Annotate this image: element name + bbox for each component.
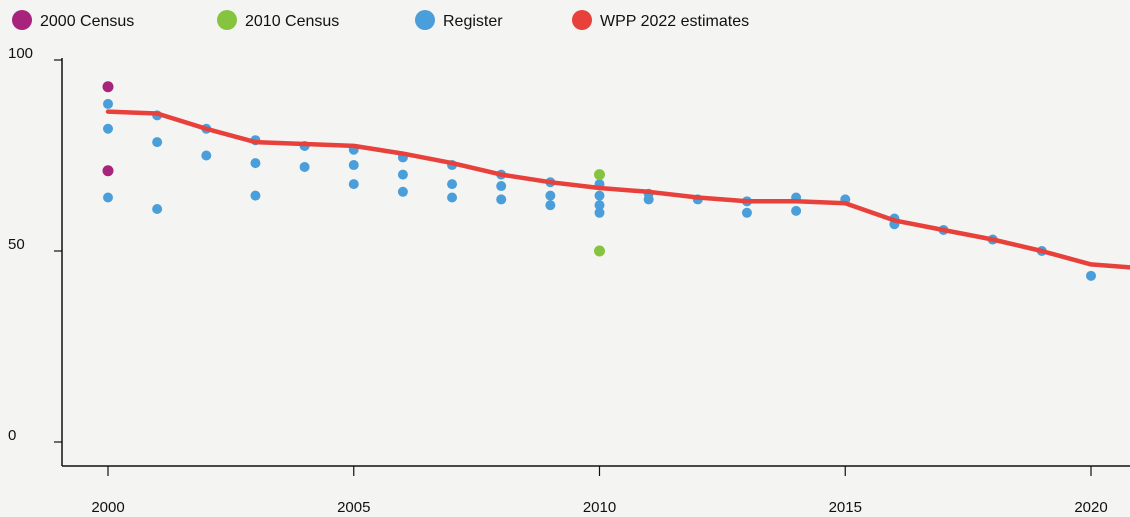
census-2010-point: [594, 169, 605, 181]
register-point: [348, 160, 359, 171]
legend-label: 2000 Census: [40, 13, 134, 30]
register-point: [103, 98, 113, 109]
register-point: [397, 186, 408, 197]
x-tick-label: 2020: [1074, 499, 1107, 516]
legend-label: Register: [443, 13, 503, 30]
legend-swatch: [12, 10, 32, 30]
register-point: [545, 200, 556, 211]
legend-label: WPP 2022 estimates: [600, 13, 749, 30]
register-point: [103, 123, 113, 134]
legend-item-register: Register: [415, 10, 503, 30]
register-point: [397, 169, 408, 180]
x-tick-label: 2000: [91, 499, 124, 516]
register-point: [643, 194, 654, 205]
plot-area: [102, 81, 1130, 281]
x-tick-label: 2015: [829, 499, 862, 516]
register-point: [152, 137, 163, 148]
register-point: [250, 158, 261, 169]
register-point: [201, 150, 212, 161]
register-point: [741, 207, 752, 218]
y-tick-label: 100: [8, 45, 33, 62]
legend-swatch: [217, 10, 237, 30]
register-point: [545, 190, 556, 201]
register-point: [152, 203, 163, 214]
register-point: [447, 179, 458, 190]
legend-item-wpp-estimates: WPP 2022 estimates: [572, 10, 749, 30]
legend-swatch: [415, 10, 435, 30]
register-point: [348, 179, 359, 190]
legend: 2000 Census 2010 Census Register WPP 2022 e…: [12, 10, 749, 30]
register-point: [496, 181, 507, 192]
x-tick-label: 2010: [583, 499, 616, 516]
register-point: [594, 207, 605, 218]
wpp-estimates-line: [105, 109, 1130, 270]
register-point: [1086, 270, 1096, 281]
census-2000-point: [102, 165, 114, 177]
register-point: [299, 161, 310, 172]
register-point: [594, 200, 605, 211]
census-2000-point: [102, 81, 114, 93]
register-point: [447, 192, 458, 203]
register-point: [594, 190, 605, 201]
legend-swatch: [572, 10, 592, 30]
legend-label: 2010 Census: [245, 13, 339, 30]
axes: 0 50 100 2000 2005 2010 2015 2020: [8, 45, 1130, 516]
register-point: [496, 194, 507, 205]
y-tick-label: 50: [8, 236, 25, 253]
register-point: [250, 190, 261, 201]
y-tick-label: 0: [8, 427, 16, 444]
register-point: [103, 192, 113, 203]
legend-item-2000-census: 2000 Census: [12, 10, 134, 30]
register-point: [791, 205, 802, 216]
x-tick-label: 2005: [337, 499, 370, 516]
legend-item-2010-census: 2010 Census: [217, 10, 339, 30]
census-2010-point: [594, 245, 605, 257]
